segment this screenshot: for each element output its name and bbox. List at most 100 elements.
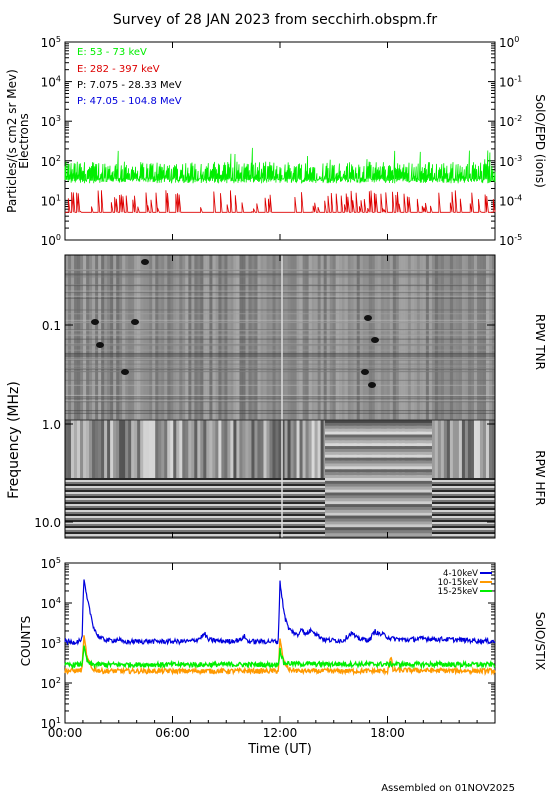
rpw-cell [227,255,231,420]
epd-ytick-label: 100 [41,233,61,248]
rpw-cell [227,420,231,480]
rpw-cell [185,420,189,480]
rpw-cell [323,255,327,420]
rpw-cell [314,420,318,480]
rpw-band [325,512,432,516]
rpw-ytick-label: 0.1 [42,319,61,333]
rpw-cell [383,255,388,420]
rpw-hfr-label: RPW HFR [533,450,547,506]
rpw-cell [122,420,126,480]
rpw-cell [212,255,216,420]
rpw-cell [308,255,312,420]
epd-ytick-label-right: 10-5 [499,233,522,248]
rpw-cell [131,420,135,480]
rpw-cell [113,255,117,420]
rpw-band [325,518,432,522]
rpw-band [325,437,432,441]
rpw-cell [71,255,75,420]
rpw-band [65,524,495,526]
rpw-band [325,443,432,447]
rpw-cell [296,255,300,420]
rpw-cell [146,255,150,420]
rpw-cell [470,420,475,480]
rpw-cell [248,420,252,480]
rpw-cell [257,420,261,480]
epd-ylabel-right: SolO/EPD (ions) [533,94,547,188]
rpw-cell [131,255,135,420]
stix-xtick-label: 06:00 [155,726,190,740]
rpw-cell [467,420,472,480]
rpw-cell [80,420,84,480]
rpw-cell [128,255,132,420]
rpw-band [325,504,432,508]
stix-ytick-label: 103 [41,636,61,651]
rpw-cell [398,255,403,420]
rpw-cell [293,420,297,480]
epd-legend-entry: P: 47.05 - 104.8 MeV [77,96,182,107]
epd-ylabel-electrons: Electrons [17,113,31,168]
epd-legend-entry: P: 7.075 - 28.33 MeV [77,80,182,91]
rpw-cell [476,255,481,420]
rpw-cell [284,255,288,420]
rpw-cell [353,255,357,420]
rpw-cell [197,255,201,420]
rpw-band [325,425,432,429]
rpw-cell [197,420,201,480]
rpw-cell [440,420,445,480]
rpw-cell [377,255,382,420]
rpw-band [325,434,432,438]
rpw-cell [230,420,234,480]
rpw-cell [476,420,481,480]
rpw-cell [422,255,427,420]
rpw-cell [218,255,222,420]
rpw-band [325,515,432,519]
rpw-cell [275,255,279,420]
rpw-cell [77,420,81,480]
stix-ytick-label: 102 [41,676,61,691]
rpw-cell [194,420,198,480]
rpw-cell [65,255,69,420]
rpw-cell [191,255,195,420]
rpw-band [325,472,432,476]
rpw-cell [380,255,385,420]
rpw-cell [290,420,294,480]
rpw-burst [131,319,139,325]
rpw-cell [200,420,204,480]
rpw-panel: Frequency (MHz) RPW TNR RPW HFR 0.1 1.0 10… [6,254,547,539]
rpw-cell [209,255,213,420]
rpw-cell [332,255,336,420]
rpw-cell [302,420,306,480]
rpw-band [325,463,432,467]
rpw-cell [491,255,496,420]
rpw-cell [164,255,168,420]
rpw-cell [470,255,475,420]
rpw-cell [179,255,183,420]
rpw-band [65,500,495,502]
rpw-cell [485,255,490,420]
rpw-cell [359,255,363,420]
rpw-cell [149,420,153,480]
rpw-cell [149,255,153,420]
rpw-cell [440,255,445,420]
rpw-cell [95,255,99,420]
rpw-cell [230,255,234,420]
rpw-burst [141,259,149,265]
rpw-cell [134,420,138,480]
rpw-cell [194,255,198,420]
rpw-band [325,501,432,505]
rpw-band [325,498,432,502]
rpw-cell [329,255,333,420]
rpw-cell [107,255,111,420]
rpw-ytick-label: 10.0 [34,516,61,530]
rpw-band [325,466,432,470]
rpw-cell [449,255,454,420]
rpw-cell [200,255,204,420]
epd-ylabel: Particles/(s cm2 sr Mev) [5,69,19,213]
rpw-band [325,457,432,461]
rpw-cell [338,255,342,420]
rpw-cell [173,255,177,420]
stix-panel: COUNTS SolO/STIX Time (UT) 101 102 103 104 1… [19,556,547,757]
epd-ytick-label: 102 [41,154,61,169]
rpw-cell [356,255,360,420]
rpw-cell [302,255,306,420]
